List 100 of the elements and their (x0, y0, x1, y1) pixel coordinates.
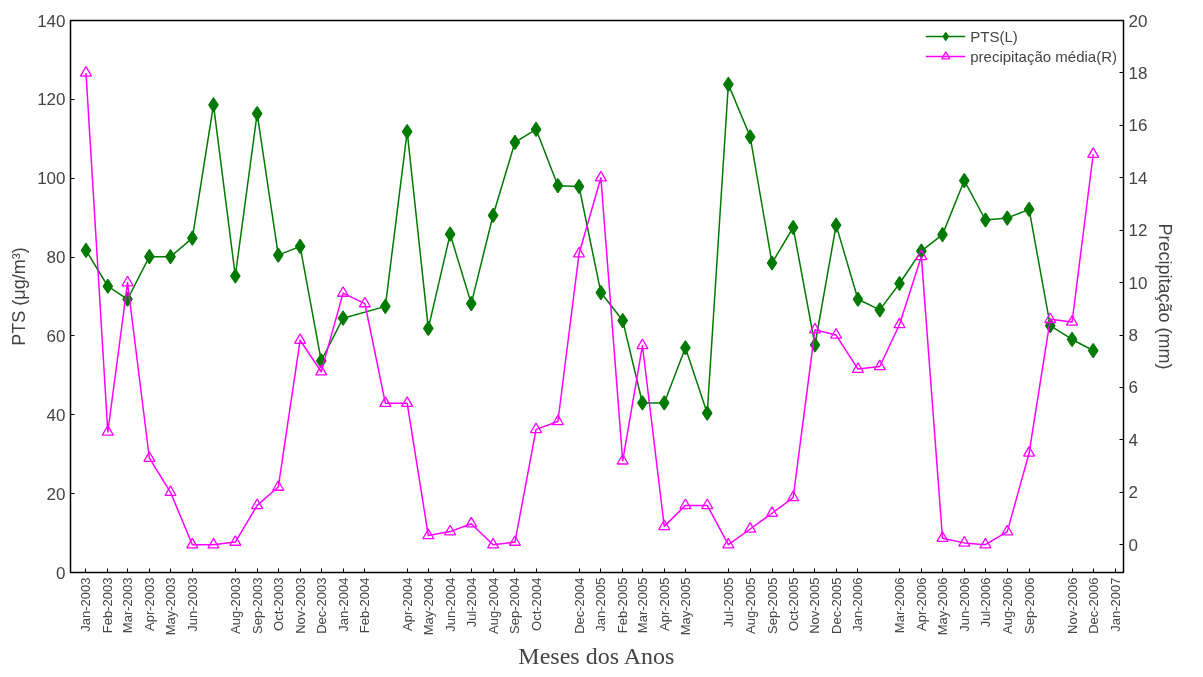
x-tick-label: Oct-2003 (270, 577, 286, 631)
point (358, 296, 372, 308)
x-tick-label: Aug-2003 (227, 577, 243, 634)
point (616, 453, 629, 465)
point (552, 178, 564, 194)
x-tick-label: Jan-2003 (78, 577, 94, 632)
point (744, 129, 756, 145)
y-tick-label: 60 (46, 326, 66, 346)
y2-tick-label: 2 (1128, 483, 1138, 503)
x-tick-label: Aug-2005 (742, 577, 758, 634)
point (722, 537, 735, 549)
x-tick-label: Mar-2003 (120, 577, 136, 634)
y2-axis-title: Precipitação (mm) (1155, 223, 1176, 370)
point (636, 338, 649, 350)
point (1001, 524, 1014, 536)
point (765, 506, 779, 518)
y2-tick-label: 18 (1128, 63, 1148, 83)
x-tick-label: Jul-2005 (720, 577, 736, 628)
y2-tick-label: 6 (1128, 378, 1138, 398)
y-tick-label: 0 (56, 563, 66, 583)
x-tick-label: Dec-2005 (828, 577, 844, 634)
point (164, 485, 177, 497)
point (787, 219, 799, 236)
x-tick-label: Jan-2006 (850, 577, 866, 632)
x-tick-label: Nov-2005 (807, 577, 823, 634)
point (830, 217, 842, 233)
point (787, 490, 800, 502)
point (401, 124, 413, 140)
x-tick-label: Feb-2005 (615, 577, 631, 634)
point (1023, 201, 1035, 218)
point (487, 207, 499, 223)
x-tick-label: Apr-2005 (656, 577, 672, 631)
point (679, 498, 692, 510)
point (251, 105, 263, 122)
point (744, 521, 757, 533)
point (336, 286, 350, 297)
point (936, 531, 949, 542)
point (529, 422, 543, 434)
point (422, 320, 434, 337)
point (272, 247, 284, 263)
x-tick-label: Sep-2005 (764, 577, 780, 634)
point (658, 519, 671, 531)
point (337, 310, 349, 326)
y-tick-label: 100 (37, 169, 66, 189)
point (79, 65, 93, 77)
y2-tick-label: 14 (1128, 168, 1148, 188)
point (121, 275, 134, 287)
point (294, 238, 306, 255)
point (401, 396, 414, 407)
point (101, 425, 114, 436)
point (808, 322, 822, 334)
point (701, 405, 713, 421)
point (573, 178, 585, 195)
x-tick-label: Jan-2005 (593, 577, 609, 632)
point (508, 535, 522, 546)
point (958, 535, 971, 547)
x-tick-label: May-2006 (934, 577, 950, 636)
point (766, 255, 778, 271)
x-tick-label: Oct-2005 (785, 577, 801, 631)
x-tick-label: May-2005 (677, 577, 693, 636)
point (251, 498, 264, 510)
x-axis-title: Meses dos Anos (518, 643, 675, 670)
point (272, 480, 285, 491)
y2-tick-label: 4 (1128, 430, 1138, 450)
x-tick-label: May-2004 (420, 577, 436, 636)
x-tick-label: Jun-2003 (184, 577, 200, 632)
point (1087, 147, 1100, 158)
point (186, 537, 199, 549)
x-tick-label: Feb-2003 (100, 577, 116, 634)
point (551, 414, 565, 426)
x-tick-label: Apr-2003 (141, 577, 157, 631)
y2-tick-label: 20 (1128, 11, 1148, 31)
legend-label: precipitação média(R) (970, 47, 1117, 65)
x-tick-label: Jun-2004 (442, 577, 458, 632)
x-tick-label: Aug-2004 (485, 577, 501, 634)
point (1044, 312, 1057, 324)
y-tick-label: 40 (46, 405, 66, 425)
point (979, 537, 992, 549)
x-tick-label: Aug-2006 (999, 577, 1015, 634)
x-tick-label: Apr-2004 (399, 577, 415, 631)
point (444, 226, 456, 242)
point (1001, 210, 1013, 226)
point (893, 317, 906, 329)
point (465, 516, 478, 528)
x-tick-label: Apr-2006 (913, 577, 929, 631)
legend-label: PTS(L) (970, 27, 1018, 45)
x-tick-label: Nov-2006 (1064, 577, 1080, 634)
point (102, 278, 114, 294)
point (701, 498, 714, 510)
point (658, 395, 670, 411)
x-tick-label: Feb-2004 (357, 577, 373, 634)
point (530, 121, 542, 137)
point (1087, 342, 1099, 359)
x-tick-label: Dec-2004 (571, 577, 587, 634)
point (1022, 445, 1036, 457)
x-tick-label: Mar-2005 (634, 577, 650, 634)
x-tick-label: Jun-2006 (956, 577, 972, 632)
x-tick-label: Jul-2004 (463, 577, 479, 628)
x-tick-label: Jan-2007 (1107, 577, 1123, 632)
x-tick-label: Sep-2004 (507, 577, 523, 634)
